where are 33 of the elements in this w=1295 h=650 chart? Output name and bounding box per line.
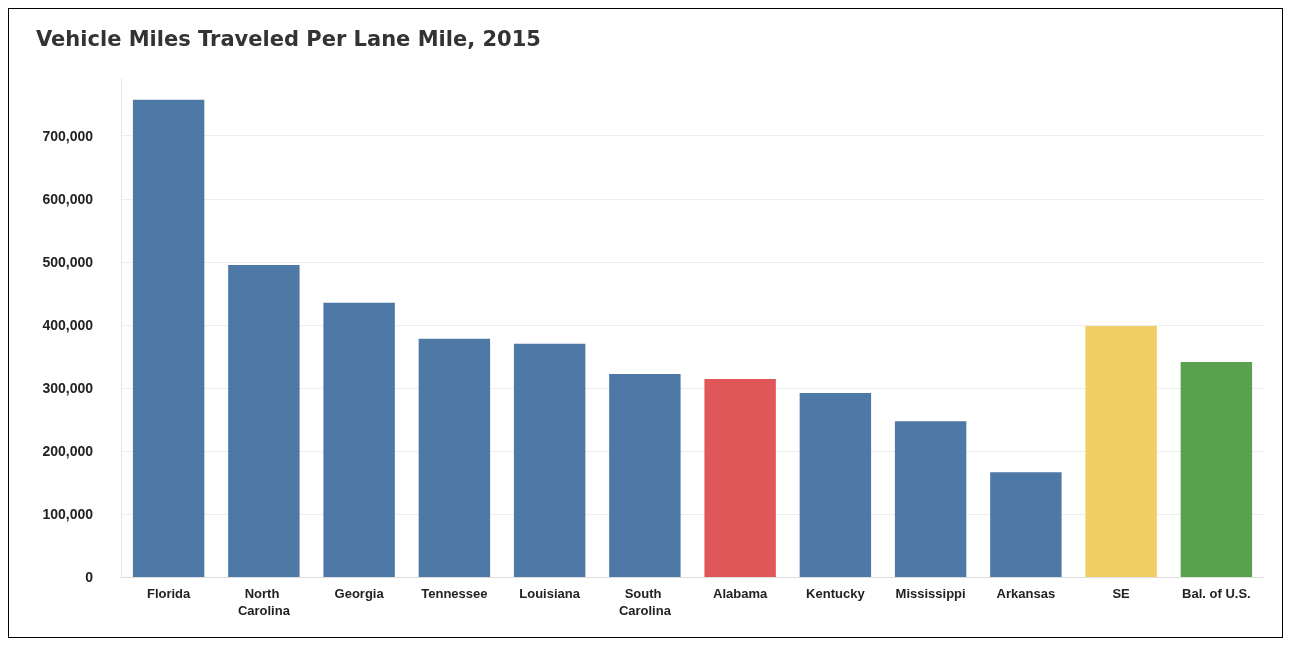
x-tick-label: North Carolina [237, 586, 291, 618]
bar [132, 99, 205, 577]
bar [799, 392, 872, 577]
bar [609, 374, 681, 577]
bar [990, 472, 1062, 577]
y-tick-label: 200,000 [42, 442, 94, 459]
bar [1085, 326, 1157, 577]
bar [1180, 362, 1253, 577]
bar [323, 302, 395, 577]
bar [513, 343, 586, 577]
bar [228, 264, 300, 577]
x-tick-label: Bal. of U.S. [1182, 586, 1251, 601]
x-tick-label: Alabama [713, 586, 768, 601]
x-tick-label: Kentucky [806, 586, 866, 601]
x-tick-label: South Carolina [618, 586, 672, 618]
bar [894, 421, 967, 577]
y-tick-label: 700,000 [42, 127, 94, 144]
bar [704, 379, 776, 577]
y-tick-label: 100,000 [42, 505, 94, 522]
x-tick-label: Arkansas [996, 586, 1056, 601]
y-tick-label: 400,000 [42, 316, 94, 333]
bar [418, 338, 491, 577]
x-tick-label: SE [1112, 586, 1131, 601]
x-tick-label: Florida [146, 586, 192, 601]
y-tick-label: 500,000 [42, 253, 94, 270]
chart-title: Vehicle Miles Traveled Per Lane Mile, 2015 [36, 26, 541, 51]
x-tick-label: Mississippi [895, 586, 966, 601]
x-tick-label: Tennessee [421, 586, 488, 601]
y-tick-label: 0 [85, 569, 94, 585]
x-tick-label: Louisiana [519, 586, 581, 601]
y-tick-label: 600,000 [42, 190, 94, 207]
y-tick-label: 300,000 [42, 379, 94, 396]
x-tick-label: Georgia [334, 586, 385, 601]
